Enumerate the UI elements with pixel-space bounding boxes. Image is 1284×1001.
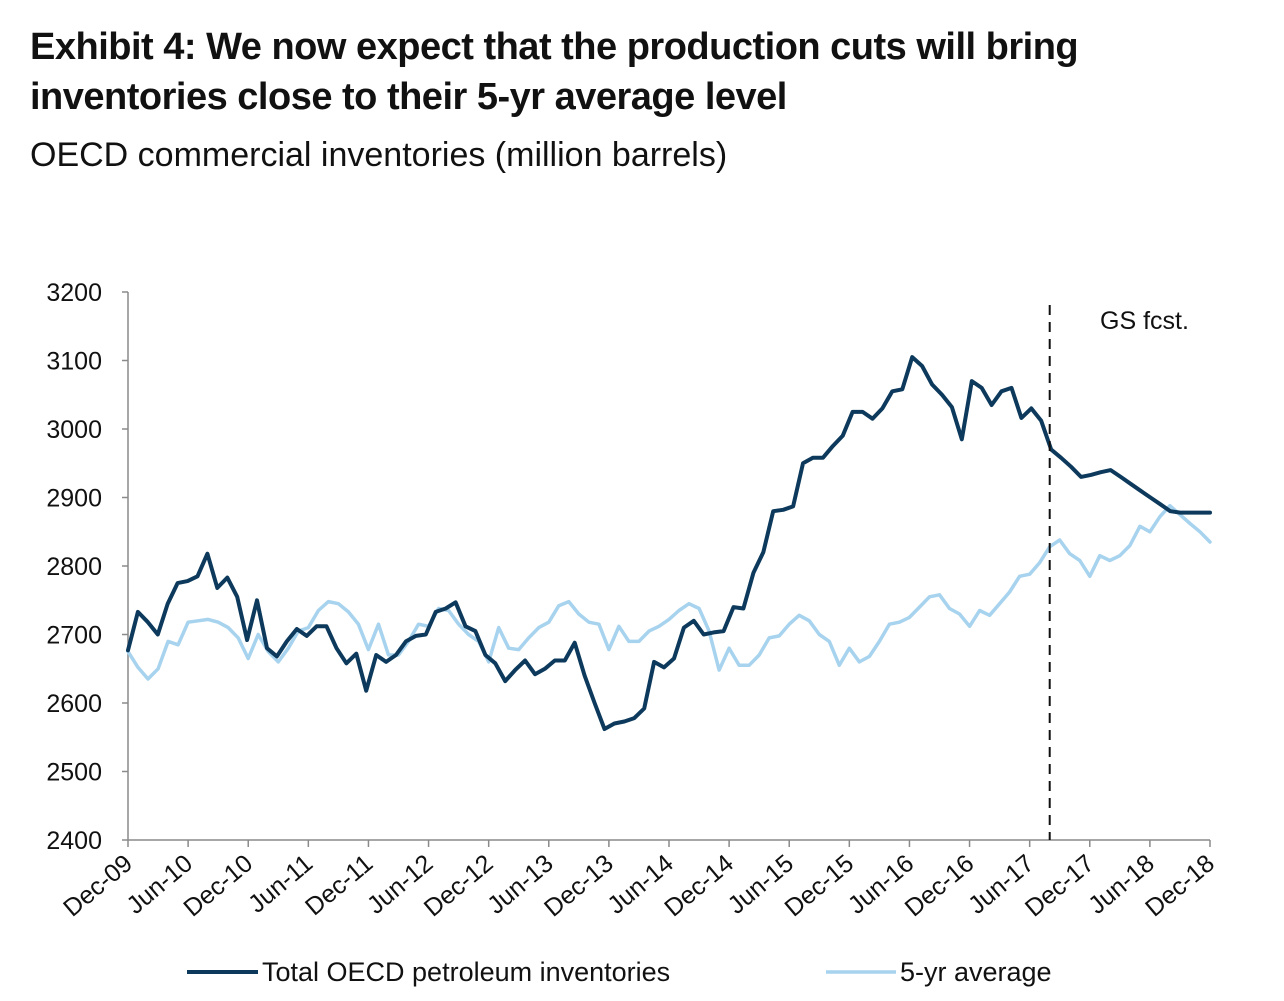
x-tick-label: Dec-10 <box>178 849 258 922</box>
legend-label-5yr-average: 5-yr average <box>900 957 1052 987</box>
chart-title: Exhibit 4: We now expect that the produc… <box>30 26 1079 118</box>
y-tick-label: 2900 <box>46 485 102 513</box>
y-tick-label: 2500 <box>46 759 102 787</box>
series-line-total-inventories <box>126 355 1212 731</box>
y-tick-label: 3200 <box>46 279 102 307</box>
y-tick-label: 3100 <box>46 348 102 376</box>
y-tick-label: 2700 <box>46 622 102 650</box>
x-tick-label: Dec-17 <box>1020 849 1100 922</box>
y-tick-label: 3000 <box>46 416 102 444</box>
y-tick-label: 2800 <box>46 553 102 581</box>
series-line-5yr-average <box>126 503 1212 681</box>
x-tick-label: Dec-14 <box>659 849 739 922</box>
y-tick-label: 2400 <box>46 827 102 855</box>
x-tick-label: Dec-15 <box>779 849 859 922</box>
forecast-layer: GS fcst. <box>1048 305 1189 840</box>
x-tick-label: Dec-16 <box>900 849 980 922</box>
x-tick-label: Dec-09 <box>58 849 138 922</box>
legend: Total OECD petroleum inventories 5-yr ave… <box>187 957 1052 987</box>
forecast-label: GS fcst. <box>1100 307 1189 335</box>
x-tick-label: Dec-12 <box>419 849 499 922</box>
x-axis: Dec-09Jun-10Dec-10Jun-11Dec-11Jun-12Dec-… <box>58 839 1220 922</box>
chart-subtitle: OECD commercial inventories (million bar… <box>30 136 728 174</box>
legend-label-total-inventories: Total OECD petroleum inventories <box>262 957 670 987</box>
series-layer <box>126 355 1212 731</box>
y-tick-label: 2600 <box>46 690 102 718</box>
x-tick-label: Dec-11 <box>300 849 378 921</box>
y-axis: 2400 2500 2600 2700 2800 2900 3000 3100 3200 <box>46 279 129 855</box>
x-tick-label: Dec-13 <box>539 849 619 922</box>
x-tick-label: Dec-18 <box>1140 849 1220 922</box>
